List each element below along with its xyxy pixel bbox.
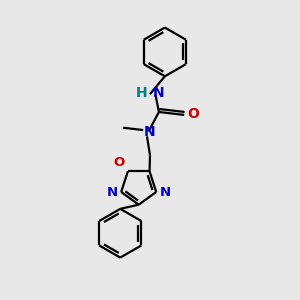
Text: O: O — [188, 107, 200, 121]
Text: N: N — [160, 186, 171, 199]
Text: N: N — [143, 124, 155, 139]
Text: N: N — [152, 86, 164, 100]
Text: N: N — [106, 186, 118, 199]
Text: O: O — [114, 156, 125, 169]
Text: H: H — [136, 86, 148, 100]
